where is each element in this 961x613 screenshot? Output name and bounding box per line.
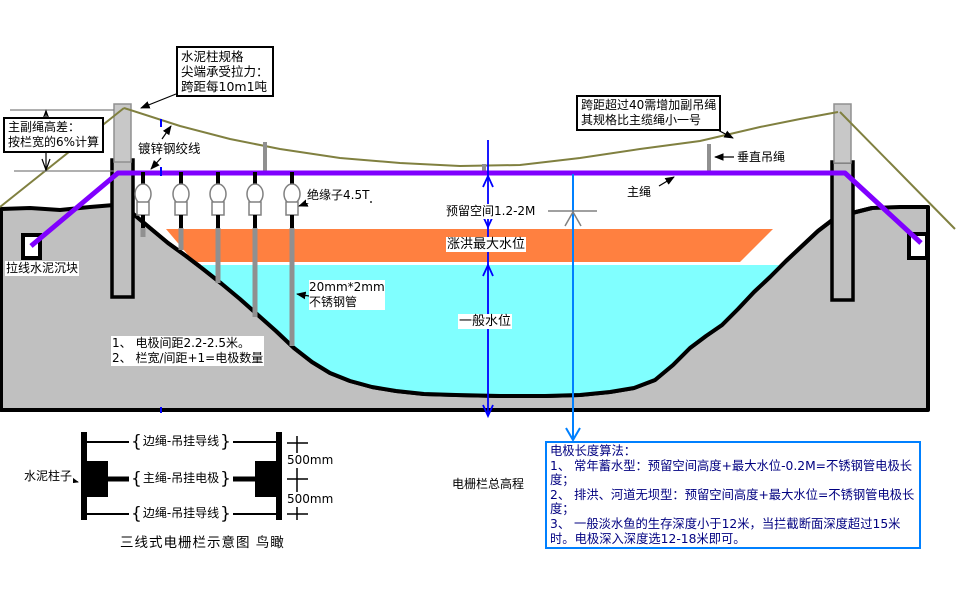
brace-left: { — [131, 432, 142, 452]
electrode-4 — [246, 172, 264, 317]
detail-dim-500-bottom: 500mm — [286, 492, 335, 507]
brace-right: } — [220, 504, 231, 524]
electrode-1 — [134, 172, 152, 237]
main-rope-label: 主绳 — [626, 185, 653, 200]
normal-level-label: 一般水位 — [458, 314, 513, 329]
insulator-label: 绝缘子4.5T — [306, 188, 371, 203]
steel-pipe-label: 20mm*2mm 不锈钢管 — [308, 280, 386, 310]
cement-pillar-label: 水泥柱子 — [23, 469, 74, 484]
brace-right: } — [220, 469, 231, 489]
galvanized-wire-label: 镀锌钢绞线 — [137, 141, 202, 156]
elevation-leader-line — [565, 174, 581, 442]
level-marker — [548, 210, 597, 227]
span-note-line2: 其规格比主缆绳小一号 — [581, 113, 702, 127]
right-concrete-pillar — [830, 103, 855, 302]
pillar-spec-line1: 水泥柱规格 — [181, 49, 244, 64]
reserved-space-label: 预留空间1.2-2M — [445, 204, 537, 219]
center-dimension-line — [482, 140, 494, 419]
left-concrete-pillar — [110, 103, 135, 299]
valley-outline — [129, 206, 873, 398]
electrode-assembly — [134, 172, 301, 346]
electrode-length-note-box: 电极长度算法： 1、 常年蓄水型：预留空间高度+最大水位-0.2M=不锈钢管电极… — [545, 441, 921, 550]
anchor-block-label: 拉线水泥沉块 — [5, 261, 80, 276]
electrode-3 — [209, 172, 227, 283]
rope-height-diff-line1: 主副绳高差： — [8, 120, 81, 134]
detail-dim-500-top: 500mm — [286, 453, 335, 468]
brace-right: } — [220, 432, 231, 452]
span-note-callout: 跨距超过40需增加副吊绳 其规格比主缆绳小一号 — [576, 95, 722, 131]
electrode-spacing-note: 1、 电极间距2.2-2.5米。 2、 栏宽/间距+1=电极数量 — [111, 336, 265, 366]
detail-middle-wire-text: 主绳-吊挂电极 — [142, 471, 220, 485]
electrode-note-line2: 2、 栏宽/间距+1=电极数量 — [112, 351, 264, 365]
detail-middle-wire-label: {主绳-吊挂电极} — [129, 469, 233, 489]
steel-pipe-line2: 不锈钢管 — [309, 295, 385, 310]
note-item3: 3、 一般淡水鱼的生存深度小于12米，当拦截断面深度超过15米时。电极深入深度选… — [550, 516, 901, 546]
detail-caption: 三线式电栅栏示意图 鸟瞰 — [119, 535, 286, 551]
detail-bottom-wire-text: 边绳-吊挂导线 — [142, 506, 220, 520]
rope-height-diff-callout: 主副绳高差： 按栏宽的6%计算 — [3, 117, 105, 153]
right-anchor-block — [907, 232, 929, 260]
detail-top-wire-label: {边绳-吊挂导线} — [129, 432, 233, 452]
note-item1: 1、 常年蓄水型：预留空间高度+最大水位-0.2M=不锈钢管电极长度； — [550, 458, 913, 488]
steel-pipe-line1: 20mm*2mm — [309, 280, 385, 295]
note-title: 电极长度算法： — [550, 444, 637, 458]
main-rope-line — [29, 170, 923, 248]
detail-bottom-wire-label: {边绳-吊挂导线} — [129, 504, 233, 524]
brace-left: { — [131, 469, 142, 489]
electrode-note-line1: 1、 电极间距2.2-2.5米。 — [112, 336, 250, 350]
flood-level-label: 涨洪最大水位 — [446, 237, 527, 252]
detail-dimension-cross — [287, 436, 308, 520]
electrode-5 — [283, 172, 301, 346]
brace-left: { — [131, 504, 142, 524]
pillar-spec-line3: 跨距每10m1吨 — [181, 79, 268, 94]
right-guy-cable — [839, 111, 956, 230]
pillar-spec-line2: 尖端承受拉力： — [181, 64, 269, 79]
rope-height-diff-line2: 按栏宽的6%计算 — [8, 135, 100, 149]
suspension-cable-catenary — [123, 107, 839, 168]
detail-top-wire-text: 边绳-吊挂导线 — [142, 434, 220, 448]
fence-elevation-label: 电栅栏总高程 — [451, 477, 526, 492]
vertical-hanger-label: 垂直吊绳 — [736, 150, 787, 165]
span-note-line1: 跨距超过40需增加副吊绳 — [581, 98, 717, 112]
pillar-spec-callout: 水泥柱规格 尖端承受拉力： 跨距每10m1吨 — [176, 46, 274, 97]
note-item2: 2、 排洪、河道无坝型：预留空间高度+最大水位=不锈钢管电极长度； — [550, 487, 915, 517]
electrode-2 — [172, 172, 190, 250]
